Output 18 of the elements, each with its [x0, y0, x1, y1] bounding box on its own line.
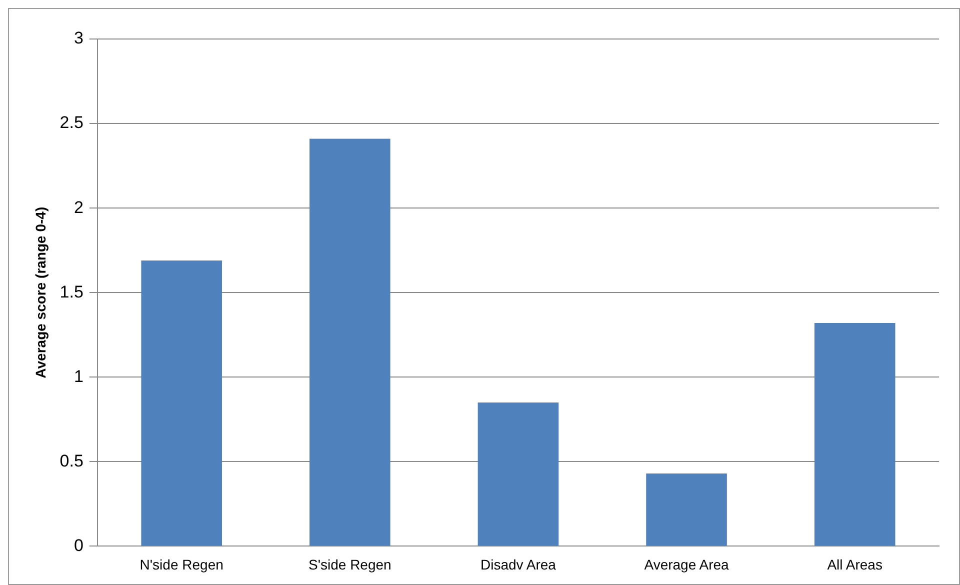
x-tick-label: Average Area	[644, 556, 730, 572]
y-axis-title: Average score (range 0-4)	[32, 206, 48, 378]
y-tick-label: 1	[74, 366, 84, 386]
y-tick-label: 2.5	[60, 113, 84, 132]
x-tick-label: Disadv Area	[480, 556, 556, 572]
y-tick-label: 0	[74, 536, 84, 555]
y-tick-label: 2	[74, 198, 84, 217]
bar	[646, 474, 727, 546]
bar	[478, 402, 559, 546]
bar	[141, 260, 222, 546]
x-tick-label: S'side Regen	[308, 556, 392, 572]
bar	[814, 323, 896, 546]
y-tick-label: 1.5	[60, 282, 84, 302]
x-tick-label: All Areas	[827, 556, 882, 572]
bar	[310, 138, 390, 546]
y-tick-label: 3	[74, 28, 84, 48]
y-tick-label: 0.5	[60, 451, 84, 470]
x-tick-label: N'side Regen	[140, 556, 224, 572]
